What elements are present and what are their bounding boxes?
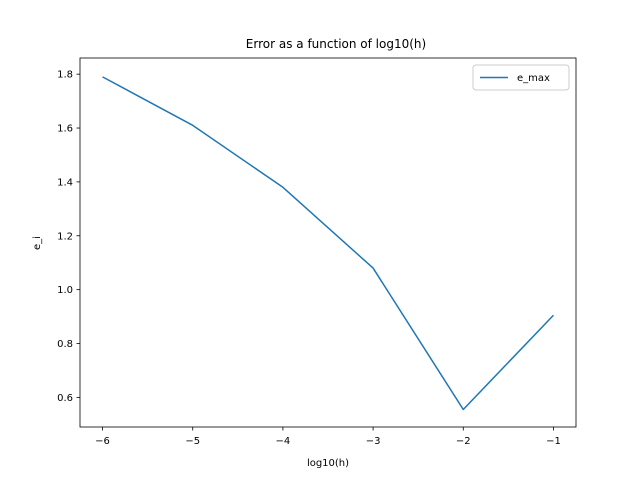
y-tick-label: 1.0 xyxy=(57,285,73,296)
x-tick-label: −4 xyxy=(276,436,291,447)
x-axis-label: log10(h) xyxy=(307,458,349,469)
axes-frame xyxy=(79,57,577,428)
y-tick-label: 1.4 xyxy=(57,177,73,188)
y-axis-label: e_i xyxy=(32,236,43,250)
legend-label-e-max: e_max xyxy=(517,73,550,84)
y-tick-label: 1.8 xyxy=(57,70,73,81)
legend-box xyxy=(472,64,570,91)
x-tick-label: −1 xyxy=(546,436,561,447)
x-tick-label: −5 xyxy=(185,436,200,447)
legend: e_max xyxy=(472,64,570,91)
y-tick-label: 0.8 xyxy=(57,339,73,350)
x-tick-label: −3 xyxy=(366,436,381,447)
chart-title: Error as a function of log10(h) xyxy=(246,37,426,51)
series-line-e-max xyxy=(102,76,554,411)
x-tick-label: −2 xyxy=(456,436,471,447)
y-tick-label: 1.2 xyxy=(57,231,73,242)
y-tick-label: 1.6 xyxy=(57,124,73,135)
y-tick-label: 0.6 xyxy=(57,393,73,404)
x-tick-label: −6 xyxy=(95,436,110,447)
plot-area: −6 −5 −4 −3 −2 −1 0.6 0.8 1.0 1.2 1.4 1.6 1.8 xyxy=(57,57,577,447)
